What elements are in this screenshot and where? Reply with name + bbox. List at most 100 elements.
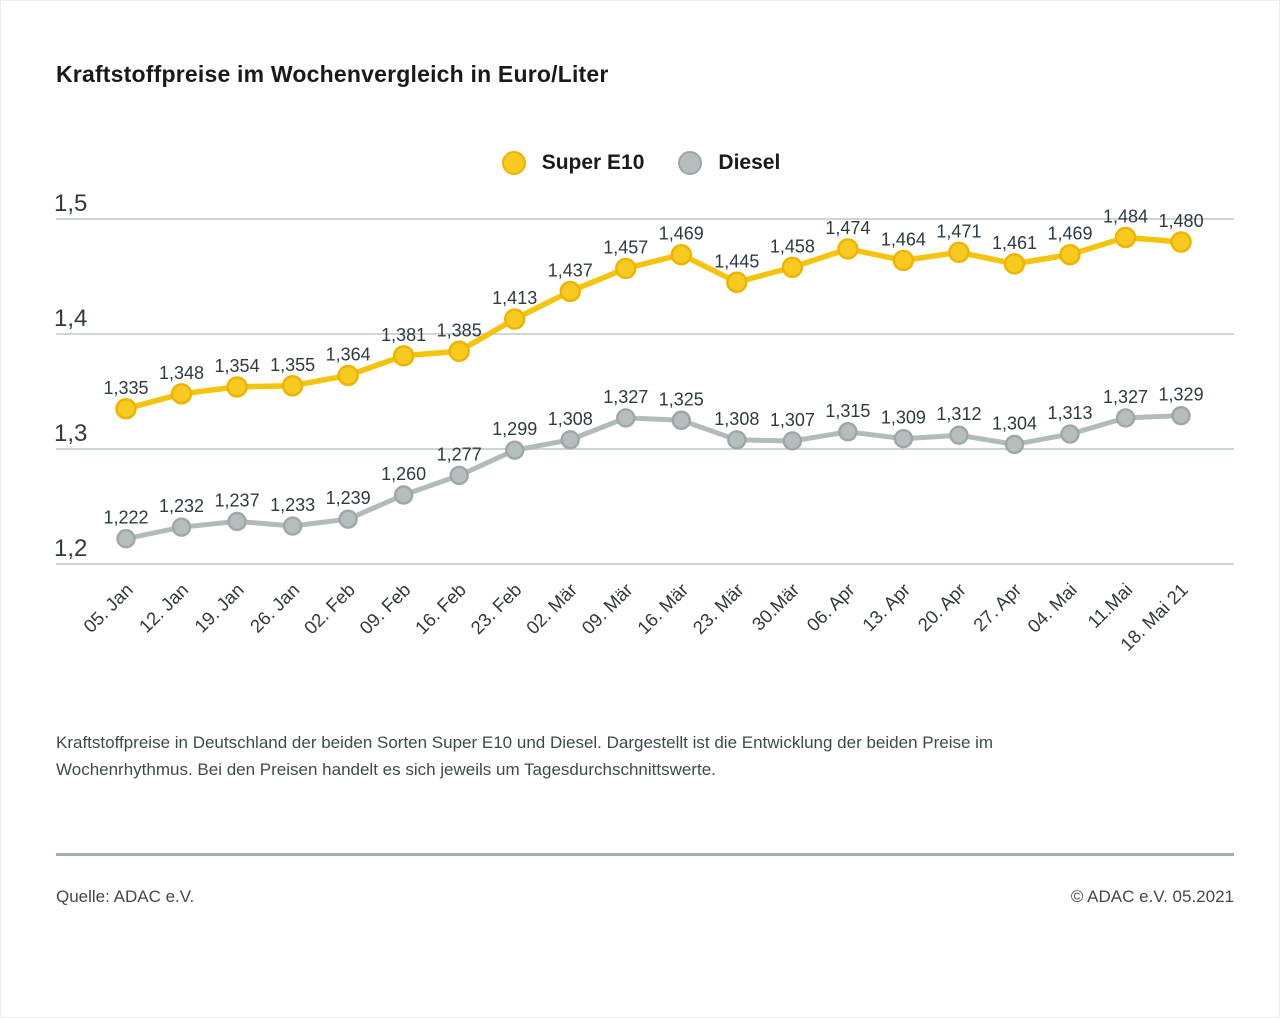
data-point bbox=[1003, 253, 1026, 275]
data-point bbox=[449, 465, 469, 486]
chart-legend: Super E10 Diesel bbox=[1, 151, 1280, 175]
x-axis-tick-label: 04. Mai bbox=[1023, 579, 1081, 637]
data-point-label: 1,484 bbox=[1103, 206, 1148, 226]
data-point bbox=[948, 241, 970, 264]
data-point bbox=[226, 376, 248, 398]
page-title: Kraftstoffpreise im Wochenvergleich in E… bbox=[56, 61, 609, 87]
data-point-label: 1,232 bbox=[159, 496, 204, 516]
x-axis-tick-label: 20. Apr bbox=[913, 579, 969, 635]
data-point-label: 1,354 bbox=[215, 356, 260, 376]
data-point bbox=[893, 428, 914, 449]
y-axis-tick-label: 1,5 bbox=[54, 190, 87, 217]
data-point bbox=[1170, 231, 1192, 253]
data-point-label: 1,413 bbox=[492, 288, 537, 308]
x-axis-tick-label: 27. Apr bbox=[969, 579, 1025, 635]
y-axis-tick-label: 1,3 bbox=[54, 420, 87, 447]
x-axis-tick-label: 05. Jan bbox=[79, 579, 137, 637]
data-point-label: 1,329 bbox=[1159, 385, 1204, 405]
data-point bbox=[338, 509, 358, 529]
data-point-label: 1,233 bbox=[270, 495, 315, 515]
data-point-label: 1,308 bbox=[714, 409, 759, 429]
data-point-label: 1,313 bbox=[1047, 403, 1092, 423]
data-point-label: 1,364 bbox=[326, 344, 371, 364]
data-point bbox=[616, 408, 636, 428]
data-point bbox=[1004, 434, 1025, 455]
data-point-label: 1,304 bbox=[992, 413, 1037, 433]
data-point bbox=[227, 511, 247, 532]
data-point-label: 1,381 bbox=[381, 325, 426, 345]
data-point-label: 1,437 bbox=[548, 260, 593, 280]
data-point bbox=[115, 398, 137, 420]
data-point bbox=[1059, 243, 1081, 266]
data-point-label: 1,464 bbox=[881, 229, 926, 249]
data-point-label: 1,307 bbox=[770, 410, 815, 430]
footer-divider bbox=[56, 853, 1234, 856]
data-point-label: 1,458 bbox=[770, 236, 815, 256]
data-point-label: 1,222 bbox=[103, 508, 148, 528]
x-axis-tick-label: 02. Feb bbox=[300, 579, 359, 638]
data-point-label: 1,237 bbox=[215, 490, 260, 510]
data-point bbox=[838, 422, 858, 442]
x-axis-tick-label: 06. Apr bbox=[802, 579, 858, 635]
x-axis-tick-label: 13. Apr bbox=[858, 579, 914, 635]
data-point bbox=[337, 364, 359, 387]
data-point bbox=[837, 238, 859, 260]
legend-item-super-e10: Super E10 bbox=[501, 151, 645, 175]
data-point bbox=[559, 280, 581, 303]
data-point bbox=[781, 256, 804, 279]
data-point bbox=[670, 243, 692, 266]
data-point-label: 1,355 bbox=[270, 355, 315, 375]
x-axis-tick-label: 16. Feb bbox=[411, 579, 470, 638]
data-point bbox=[1115, 408, 1136, 428]
diesel-dot-icon bbox=[678, 151, 703, 175]
data-point-label: 1,445 bbox=[714, 251, 759, 271]
x-axis-tick-label: 09. Feb bbox=[355, 579, 414, 638]
source-text: Quelle: ADAC e.V. bbox=[56, 887, 195, 906]
data-point bbox=[505, 440, 525, 460]
data-point bbox=[393, 485, 414, 505]
copyright-text: © ADAC e.V. 05.2021 bbox=[1070, 887, 1234, 906]
data-point bbox=[504, 308, 526, 330]
data-point-label: 1,457 bbox=[603, 237, 648, 257]
data-point bbox=[615, 257, 637, 280]
data-point-label: 1,461 bbox=[992, 233, 1037, 253]
data-point-label: 1,469 bbox=[1047, 224, 1092, 244]
x-axis-tick-label: 16. Mär bbox=[633, 579, 692, 638]
x-axis-tick-label: 26. Jan bbox=[246, 579, 304, 637]
data-point bbox=[949, 425, 969, 445]
data-point-label: 1,325 bbox=[659, 389, 704, 409]
legend-label-diesel: Diesel bbox=[718, 151, 781, 174]
series-line-diesel bbox=[123, 413, 1184, 542]
data-point-label: 1,312 bbox=[936, 404, 981, 424]
data-point-label: 1,327 bbox=[1103, 387, 1148, 407]
x-axis-tick-label: 12. Jan bbox=[135, 579, 193, 637]
data-point-label: 1,260 bbox=[381, 464, 426, 484]
x-axis-tick-label: 19. Jan bbox=[190, 579, 248, 637]
legend-label-super-e10: Super E10 bbox=[541, 151, 645, 174]
data-point-label: 1,308 bbox=[548, 409, 593, 429]
data-point-label: 1,239 bbox=[326, 488, 371, 508]
x-axis-tick-label: 23. Feb bbox=[466, 579, 525, 638]
data-point bbox=[671, 410, 691, 430]
data-point bbox=[726, 271, 748, 293]
footer: Quelle: ADAC e.V. © ADAC e.V. 05.2021 bbox=[56, 887, 1234, 907]
data-point-label: 1,385 bbox=[437, 320, 482, 340]
x-axis-tick-label: 02. Mär bbox=[522, 579, 581, 638]
data-point-label: 1,474 bbox=[825, 218, 870, 238]
data-point-label: 1,471 bbox=[936, 221, 981, 241]
data-point bbox=[392, 345, 415, 367]
data-point bbox=[281, 375, 304, 397]
data-point-label: 1,299 bbox=[492, 419, 537, 439]
data-point bbox=[170, 383, 193, 405]
caption-line-1: Kraftstoffpreise in Deutschland der beid… bbox=[56, 733, 994, 752]
x-axis-tick-label: 11.Mai bbox=[1083, 579, 1136, 632]
chart-caption: Kraftstoffpreise in Deutschland der beid… bbox=[56, 729, 1196, 783]
data-point bbox=[1171, 405, 1191, 426]
data-point-label: 1,335 bbox=[103, 378, 148, 398]
data-point bbox=[727, 430, 747, 450]
y-axis-tick-label: 1,4 bbox=[54, 305, 87, 332]
x-axis-tick-label: 23. Mär bbox=[688, 579, 747, 638]
data-point bbox=[892, 249, 915, 272]
